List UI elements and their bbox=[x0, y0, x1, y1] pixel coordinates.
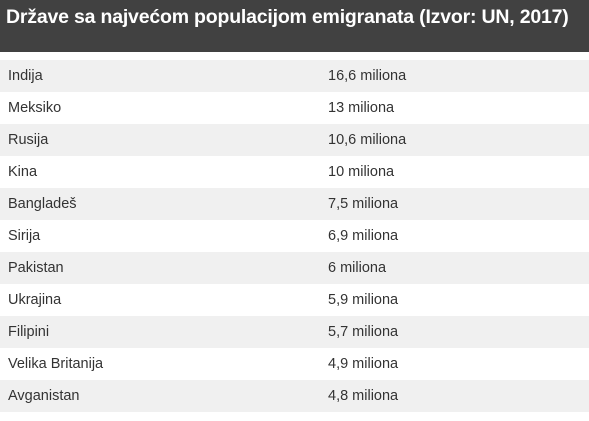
table-row: Avganistan 4,8 miliona bbox=[0, 380, 589, 412]
table-title: Države sa najvećom populacijom emigranat… bbox=[0, 0, 589, 52]
table-row: Ukrajina 5,9 miliona bbox=[0, 284, 589, 316]
table-row: Bangladeš 7,5 miliona bbox=[0, 188, 589, 220]
emigrants-value-cell: 6,9 miliona bbox=[328, 228, 399, 244]
country-cell: Ukrajina bbox=[8, 292, 62, 308]
table-row: Meksiko 13 miliona bbox=[0, 92, 589, 124]
country-cell: Sirija bbox=[8, 228, 41, 244]
emigrants-value-cell: 4,9 miliona bbox=[328, 356, 399, 372]
emigrants-value-cell: 7,5 miliona bbox=[328, 196, 399, 212]
table-row: Pakistan 6 miliona bbox=[0, 252, 589, 284]
table-row: Rusija 10,6 miliona bbox=[0, 124, 589, 156]
country-cell: Rusija bbox=[8, 132, 49, 148]
emigrants-value-cell: 5,7 miliona bbox=[328, 324, 399, 340]
country-cell: Filipini bbox=[8, 324, 50, 340]
table-row: Filipini 5,7 miliona bbox=[0, 316, 589, 348]
country-cell: Bangladeš bbox=[8, 196, 77, 212]
country-cell: Avganistan bbox=[8, 388, 80, 404]
country-cell: Velika Britanija bbox=[8, 356, 104, 372]
emigrants-value-cell: 4,8 miliona bbox=[328, 388, 399, 404]
country-cell: Kina bbox=[8, 164, 38, 180]
emigrants-value-cell: 6 miliona bbox=[328, 260, 387, 276]
emigrants-value-cell: 16,6 miliona bbox=[328, 68, 407, 84]
emigrants-value-cell: 10,6 miliona bbox=[328, 132, 407, 148]
emigrants-value-cell: 10 miliona bbox=[328, 164, 395, 180]
emigrants-value-cell: 13 miliona bbox=[328, 100, 395, 116]
table-row: Sirija 6,9 miliona bbox=[0, 220, 589, 252]
emigrant-table: Države sa najvećom populacijom emigranat… bbox=[0, 0, 589, 412]
table-row: Velika Britanija 4,9 miliona bbox=[0, 348, 589, 380]
table-body: Indija 16,6 miliona Meksiko 13 miliona Rusij… bbox=[0, 60, 589, 412]
country-cell: Indija bbox=[8, 68, 43, 84]
table-row: Kina 10 miliona bbox=[0, 156, 589, 188]
country-cell: Pakistan bbox=[8, 260, 64, 276]
emigrants-value-cell: 5,9 miliona bbox=[328, 292, 399, 308]
country-cell: Meksiko bbox=[8, 100, 62, 116]
table-row: Indija 16,6 miliona bbox=[0, 60, 589, 92]
